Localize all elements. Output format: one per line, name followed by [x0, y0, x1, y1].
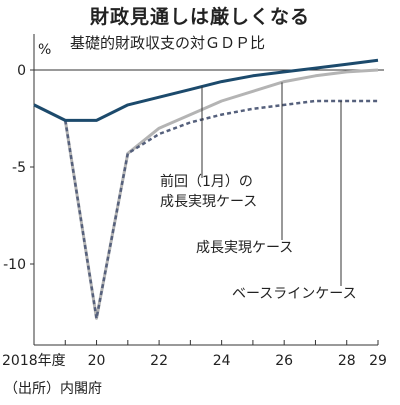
- series-line-2: [33, 99, 378, 320]
- annotation-label: 成長実現ケース: [196, 240, 293, 256]
- x-tick-label: 28: [338, 353, 356, 369]
- chart-subtitle: 基礎的財政収支の対ＧＤＰ比: [70, 34, 266, 52]
- x-tick-label: 22: [150, 353, 168, 369]
- x-tick-label: 24: [213, 353, 231, 369]
- series-line-1: [33, 68, 379, 320]
- chart-title: 財政見通しは厳しくなる: [89, 6, 310, 28]
- annotation-label: 前回（1月）の: [160, 173, 253, 190]
- series-line-0: [33, 58, 379, 122]
- x-tick-label: 26: [275, 353, 293, 369]
- x-tick-label: 29: [369, 353, 387, 369]
- annotation-label: 成長実現ケース: [160, 194, 257, 210]
- annotation-label: ベースラインケース: [232, 286, 357, 302]
- y-unit-label: %: [38, 42, 52, 58]
- source-note: （出所）内閣府: [4, 381, 102, 397]
- y-tick-label: -5: [12, 160, 26, 176]
- y-tick-label: -10: [3, 257, 26, 273]
- x-tick-label: 20: [88, 353, 106, 369]
- x-tick-label: 2018年度: [2, 353, 66, 369]
- y-tick-label: 0: [17, 63, 26, 79]
